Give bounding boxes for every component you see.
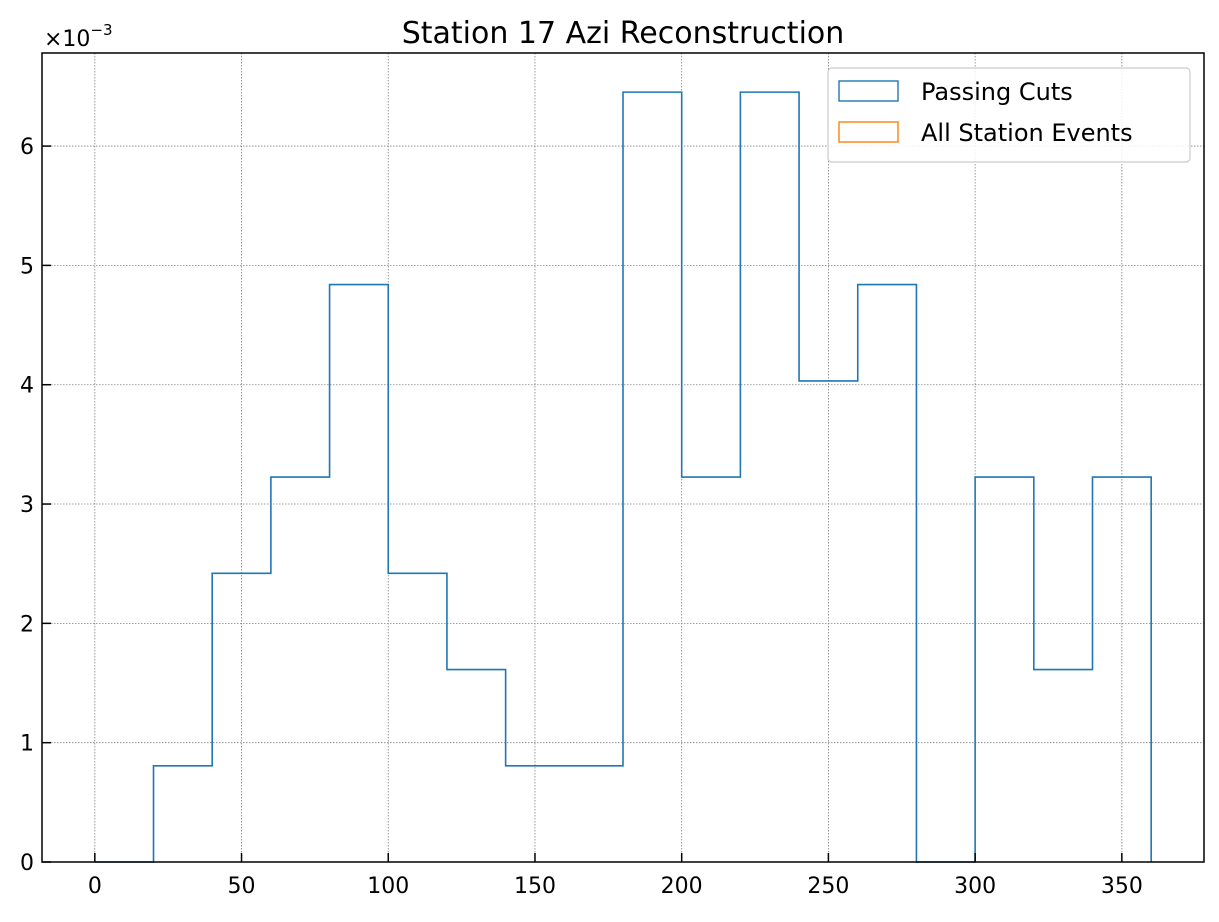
legend-swatch xyxy=(838,80,899,102)
histogram-bin xyxy=(564,766,623,862)
histogram-bin xyxy=(212,573,271,862)
x-tick-label: 250 xyxy=(807,874,849,899)
x-tick-label: 0 xyxy=(88,874,102,899)
x-tick-label: 100 xyxy=(367,874,409,899)
histogram-series xyxy=(94,91,1152,863)
y-tick-label: 1 xyxy=(20,732,34,757)
histogram-bin xyxy=(154,766,213,862)
histogram-bin xyxy=(975,477,1034,862)
plot-frame xyxy=(41,52,1205,863)
histogram-bin xyxy=(388,573,447,862)
histogram-bin xyxy=(740,92,799,862)
x-tick-label: 150 xyxy=(514,874,556,899)
histogram-bin xyxy=(271,477,330,862)
y-tick-label: 0 xyxy=(20,851,34,876)
legend-box xyxy=(827,67,1191,163)
legend-label: Passing Cuts xyxy=(921,78,1073,106)
legend-label: All Station Events xyxy=(921,119,1133,147)
y-tick-label: 3 xyxy=(20,493,34,518)
histogram-step-outline xyxy=(94,91,1152,863)
y-tick-label: 6 xyxy=(20,135,34,160)
y-tick-label: 4 xyxy=(20,374,34,399)
x-tick-label: 50 xyxy=(228,874,256,899)
histogram-bin xyxy=(330,285,389,862)
y-tick-label: 5 xyxy=(20,254,34,279)
histogram-bin xyxy=(1092,477,1151,862)
histogram-bin xyxy=(682,477,741,862)
histogram-bin xyxy=(799,381,858,862)
histogram-bin xyxy=(506,766,565,862)
histogram-bin xyxy=(1034,670,1093,862)
y-tick-label: 2 xyxy=(20,612,34,637)
x-tick-label: 350 xyxy=(1101,874,1143,899)
chart-title: Station 17 Azi Reconstruction xyxy=(402,16,845,51)
x-tick-label: 200 xyxy=(661,874,703,899)
histogram-bin xyxy=(447,670,506,862)
legend: Passing Cuts All Station Events xyxy=(827,67,1191,163)
legend-swatch xyxy=(838,121,899,143)
y-multiplier: ×10−3 xyxy=(44,21,113,52)
x-tick-label: 300 xyxy=(954,874,996,899)
histogram-bin xyxy=(623,92,682,862)
histogram-bin xyxy=(858,285,917,862)
axis-ticks: 0 50 100 150 200 250 300 350 0 1 2 3 4 5 6 xyxy=(20,135,1143,899)
